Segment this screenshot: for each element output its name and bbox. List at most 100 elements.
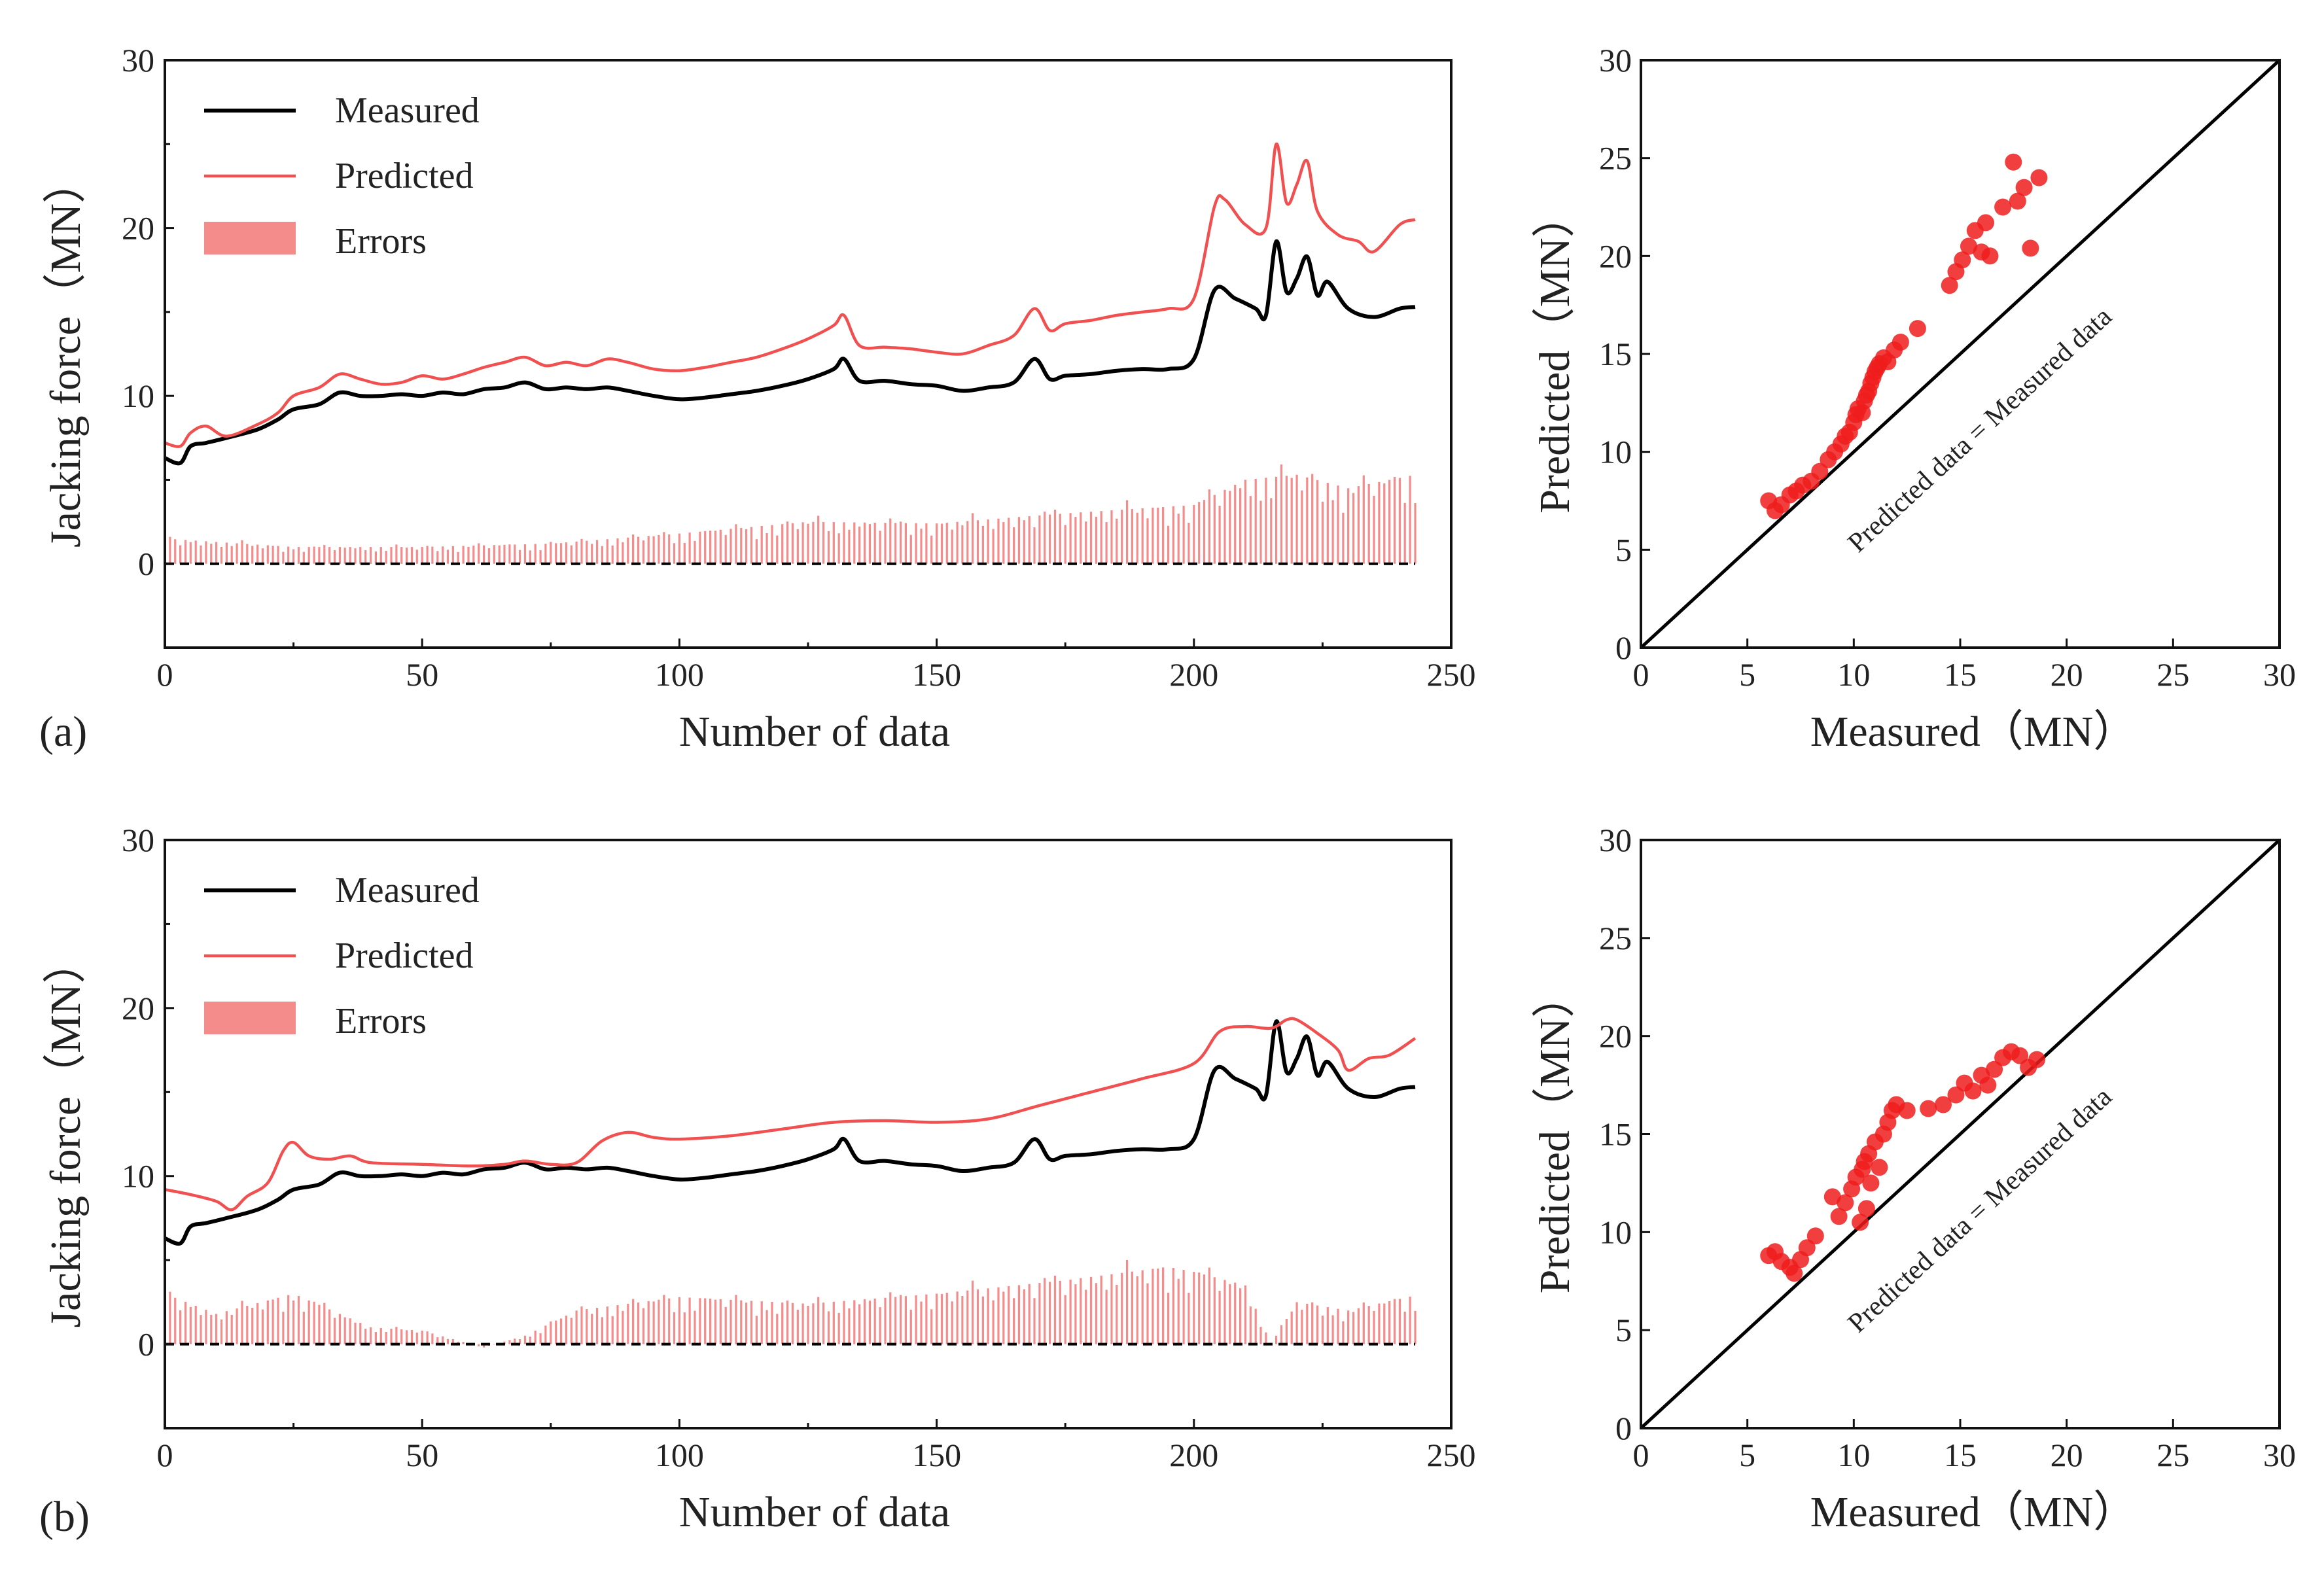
a-scatter-ytick-label: 25 [1599, 140, 1632, 177]
b-series-error-bar [338, 1314, 341, 1344]
b-series-error-bar [519, 1339, 521, 1344]
b-scatter-point [1979, 1076, 1997, 1094]
a-scatter-point [1909, 320, 1926, 338]
b-scatter-point [1798, 1239, 1816, 1257]
b-series-error-bar [200, 1315, 202, 1344]
b-series-error-bar [555, 1320, 557, 1344]
b-series-error-bar [1414, 1310, 1417, 1344]
b-scatter-point [1898, 1102, 1916, 1119]
b-scatter-point [1871, 1159, 1888, 1176]
a-series-error-bar [951, 529, 953, 564]
a-series-error-bar [1017, 517, 1020, 564]
a-series-error-bar [1146, 518, 1149, 564]
b-series-error-bar [663, 1295, 665, 1344]
a-series-error-bar [930, 535, 933, 564]
a-series-error-bar [565, 542, 567, 564]
a-series-error-bar [1331, 500, 1334, 564]
b-series-error-bar [241, 1301, 243, 1344]
b-scatter-xtick-label: 5 [1739, 1437, 1755, 1473]
b-series-error-bar [658, 1299, 660, 1344]
a-series-error-bar [282, 552, 285, 564]
b-series-error-bar [1069, 1279, 1072, 1344]
b-series-error-bar [627, 1303, 629, 1344]
b-series-error-bar [1280, 1325, 1283, 1344]
a-series-error-bar [663, 532, 665, 564]
b-series-error-bar [1008, 1286, 1010, 1344]
a-series-error-bar [683, 542, 686, 564]
a-series-error-bar [1110, 510, 1113, 564]
b-series-error-bar [719, 1299, 722, 1344]
b-series-error-bar [379, 1327, 382, 1344]
b-series-error-bar [174, 1297, 177, 1344]
a-series-error-bar [379, 547, 382, 564]
b-series-error-bar [936, 1293, 938, 1344]
a-series-error-bar [1126, 500, 1129, 564]
a-series-error-bar [627, 537, 629, 564]
a-scatter-ytick-label: 20 [1599, 237, 1632, 274]
b-series-error-bar [575, 1310, 578, 1344]
a-series-error-bar [961, 525, 964, 564]
b-series-error-bar [925, 1294, 928, 1344]
b-series-error-bar [370, 1327, 372, 1344]
b-series-error-bar [1301, 1309, 1303, 1344]
b-series-error-bar [730, 1299, 732, 1344]
b-series-xaxis-label: Number of data [679, 1488, 950, 1536]
b-series-error-bar [801, 1303, 804, 1344]
a-series-error-bar [364, 550, 367, 564]
b-scatter-ytick-label: 20 [1599, 1018, 1632, 1055]
b-series-legend-predicted: Predicted [335, 936, 473, 976]
b-series-error-bar [550, 1321, 552, 1344]
b-series-error-bar [904, 1296, 907, 1344]
a-series-error-bar [915, 523, 917, 564]
a-scatter-point [2030, 169, 2048, 186]
a-series-error-bar [1306, 477, 1309, 564]
a-series-error-bar [1095, 516, 1097, 564]
a-series-error-bar [1275, 476, 1278, 564]
a-series-error-bar [966, 521, 969, 564]
a-series-error-bar [272, 546, 274, 564]
a-scatter-ytick-label: 30 [1599, 42, 1632, 79]
a-series-error-bar [972, 513, 974, 564]
b-series-error-bar [781, 1302, 784, 1344]
b-series-error-bar [688, 1297, 691, 1344]
b-series-error-bar [894, 1297, 897, 1344]
b-series-error-bar [1136, 1276, 1138, 1344]
a-series-error-bar [776, 535, 779, 564]
b-scatter-point [1786, 1265, 1803, 1282]
b-series-error-bar [210, 1314, 213, 1344]
a-series-error-bar [822, 521, 825, 564]
a-series-error-bar [1270, 498, 1273, 564]
b-series-error-bar [287, 1295, 290, 1344]
a-series-error-bar [544, 544, 547, 564]
a-series-error-bar [328, 547, 331, 564]
a-series-error-bar [1064, 525, 1066, 564]
a-series-error-bar [652, 536, 655, 564]
a-series-error-bar [1285, 476, 1288, 564]
b-series-error-bar [827, 1311, 830, 1344]
a-series-error-bar [1069, 513, 1072, 564]
a-series-error-bar [483, 545, 485, 564]
a-series-error-bar [1398, 478, 1401, 564]
b-series-error-bar [879, 1307, 881, 1344]
a-series-error-bar [956, 521, 959, 564]
a-series-error-bar [1033, 527, 1036, 564]
b-series-error-bar [1295, 1302, 1298, 1344]
a-series-xtick-label: 50 [406, 656, 438, 693]
a-scatter-point [1941, 277, 1958, 294]
b-scatter-point [1837, 1194, 1854, 1212]
b-series-error-bar [246, 1306, 249, 1344]
b-series-error-bar [1337, 1308, 1339, 1344]
b-series-error-bar [364, 1328, 367, 1344]
b-series-error-bar [900, 1295, 902, 1344]
a-series-error-bar [1028, 516, 1030, 564]
b-series-error-bar [349, 1318, 351, 1344]
a-series-error-bar [1265, 478, 1267, 564]
a-series-error-bar [848, 529, 851, 564]
a-scatter-xtick-label: 20 [2051, 656, 2083, 693]
a-series-error-bar [174, 539, 177, 564]
a-series-error-bar [755, 539, 758, 564]
b-series-measured-line [164, 1019, 1416, 1246]
a-series-error-bar [1013, 527, 1015, 564]
a-scatter-point [2005, 153, 2022, 171]
b-series-error-bar [1388, 1301, 1391, 1344]
